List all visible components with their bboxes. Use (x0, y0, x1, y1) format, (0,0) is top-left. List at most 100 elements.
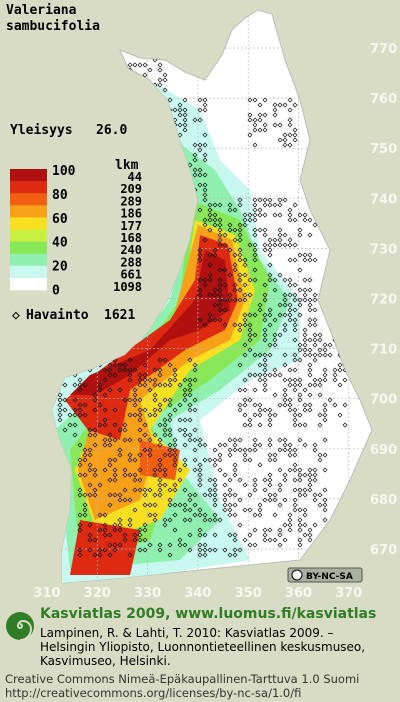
observation-dot (252, 127, 258, 133)
observation-dot (302, 532, 308, 538)
observation-dot (242, 352, 248, 358)
observation-dot (322, 487, 328, 493)
observation-dot (292, 507, 298, 513)
observation-dot (202, 132, 208, 138)
observation-dot (272, 392, 278, 398)
observation-dot (197, 512, 203, 518)
observation-dot (82, 502, 88, 508)
observation-dot (172, 367, 178, 373)
observation-dot (262, 247, 268, 253)
observation-dot (147, 97, 153, 103)
observation-dot (172, 442, 178, 448)
observation-dot (167, 362, 173, 368)
observation-dot (172, 487, 178, 493)
observation-dot (127, 552, 133, 558)
observation-dot (307, 277, 313, 283)
observation-dot (297, 382, 303, 388)
observation-dot (287, 512, 293, 518)
observation-dot (297, 517, 303, 523)
observation-dot (122, 497, 128, 503)
observation-dot (312, 442, 318, 448)
observation-dot (77, 377, 83, 383)
observation-dot (242, 257, 248, 263)
count-label: 289 (120, 194, 142, 208)
observation-dot (137, 62, 143, 68)
observation-dot (282, 397, 288, 403)
observation-dot (202, 547, 208, 553)
observation-dot (252, 402, 258, 408)
observation-dot (227, 202, 233, 208)
observation-dot (152, 52, 158, 58)
observation-dot (57, 407, 63, 413)
observation-dot (242, 402, 248, 408)
observation-dot (192, 467, 198, 473)
observation-dot (187, 377, 193, 383)
observation-dot (207, 207, 213, 213)
observation-dot (127, 372, 133, 378)
observation-dot (227, 272, 233, 278)
observation-dot (212, 532, 218, 538)
observation-dot (127, 522, 133, 528)
observation-dot (162, 72, 168, 78)
observation-dot (302, 252, 308, 258)
observation-dot (272, 242, 278, 248)
observation-dot (182, 462, 188, 468)
observation-dot (192, 437, 198, 443)
observation-dot (217, 287, 223, 293)
observation-dot (167, 417, 173, 423)
observation-dot (252, 387, 258, 393)
observation-dot (112, 522, 118, 528)
observation-dot (212, 317, 218, 323)
observation-dot (232, 227, 238, 233)
observation-dot (282, 402, 288, 408)
observation-dot (292, 202, 298, 208)
observation-dot (177, 132, 183, 138)
observation-dot (197, 477, 203, 483)
observation-dot (97, 382, 103, 388)
observation-dot (217, 517, 223, 523)
observation-dot (72, 362, 78, 368)
license-line: http://creativecommons.org/licenses/by-n… (5, 686, 301, 700)
count-label: 288 (120, 255, 142, 269)
observation-dot (167, 517, 173, 523)
observation-dot (72, 382, 78, 388)
observation-dot (242, 212, 248, 218)
observation-dot (282, 522, 288, 528)
easting-label: 350 (235, 586, 262, 601)
observation-dot (197, 507, 203, 513)
observation-dot (167, 452, 173, 458)
citation-line: Kasvimuseo, Helsinki. (40, 654, 171, 668)
observation-dot (127, 62, 133, 68)
observation-dot (202, 532, 208, 538)
observation-dot (152, 57, 158, 63)
observation-dot (307, 477, 313, 483)
observation-dot (327, 352, 333, 358)
observation-dot (242, 507, 248, 513)
legend-swatch (10, 205, 47, 218)
observation-dot (87, 492, 93, 498)
observation-dot (272, 237, 278, 243)
observation-dot (112, 547, 118, 553)
observation-dot (72, 432, 78, 438)
observation-dot (122, 437, 128, 443)
observation-dot (232, 537, 238, 543)
count-header: lkm (115, 158, 139, 173)
observation-dot (252, 142, 258, 148)
observation-dot (247, 492, 253, 498)
observation-dot (77, 442, 83, 448)
observation-dot (272, 317, 278, 323)
observation-dot (292, 307, 298, 313)
observation-dot (202, 192, 208, 198)
observation-dot (217, 297, 223, 303)
observation-dot (302, 257, 308, 263)
observation-dot (122, 397, 128, 403)
observation-dot (142, 487, 148, 493)
observation-dot (212, 512, 218, 518)
observation-dot (252, 372, 258, 378)
observation-symbol: ◇ (12, 308, 20, 323)
observation-dot (242, 262, 248, 268)
observation-dot (307, 362, 313, 368)
observation-dot (277, 237, 283, 243)
observation-dot (237, 362, 243, 368)
observation-dots (57, 52, 348, 558)
